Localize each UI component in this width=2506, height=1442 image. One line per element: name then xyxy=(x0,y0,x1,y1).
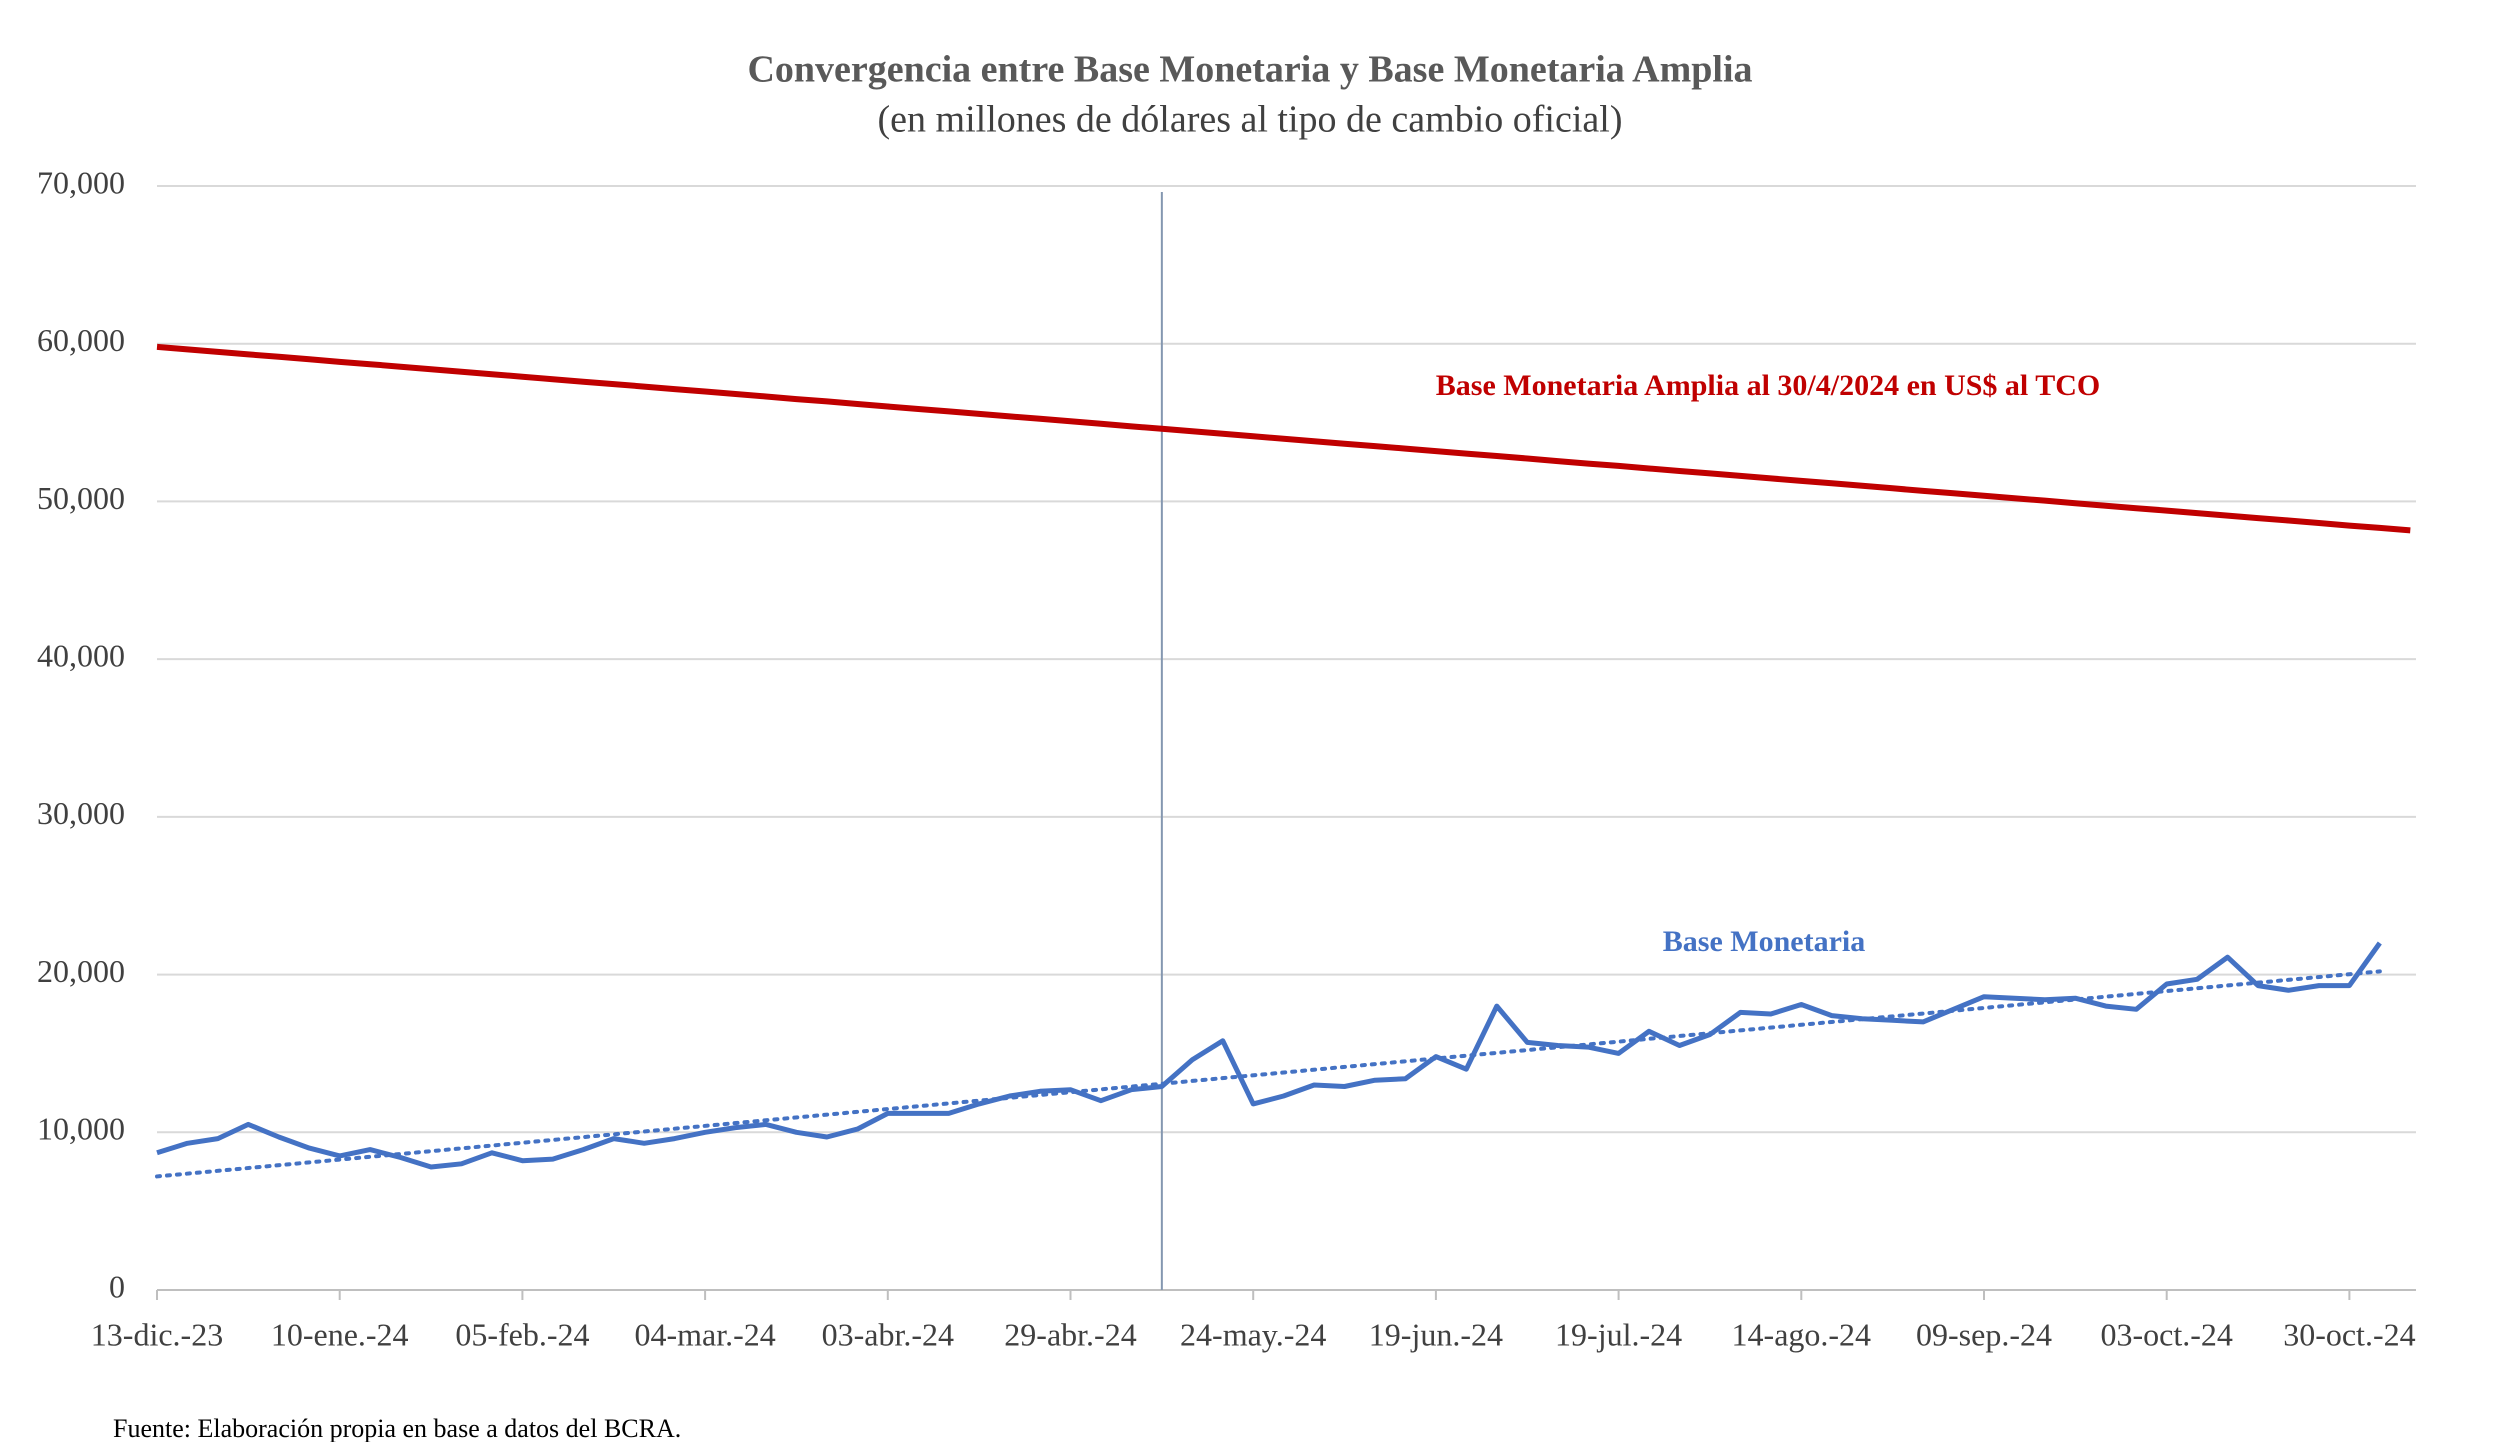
x-tick-label: 24-may.-24 xyxy=(1180,1316,1326,1352)
y-tick-label: 0 xyxy=(109,1268,125,1304)
y-tick-label: 60,000 xyxy=(37,322,125,358)
x-tick-label: 03-abr.-24 xyxy=(822,1316,954,1352)
y-tick-label: 40,000 xyxy=(37,637,125,673)
x-tick-label: 29-abr.-24 xyxy=(1004,1316,1136,1352)
y-tick-label: 20,000 xyxy=(37,953,125,989)
y-tick-label: 70,000 xyxy=(37,164,125,200)
series-line xyxy=(156,343,2411,534)
x-tick-label: 19-jun.-24 xyxy=(1369,1316,1503,1352)
x-tick-label: 13-dic.-23 xyxy=(91,1316,223,1352)
x-tick-label: 10-ene.-24 xyxy=(271,1316,409,1352)
x-tick-label: 19-jul.-24 xyxy=(1555,1316,1682,1352)
y-tick-label: 10,000 xyxy=(37,1111,125,1147)
x-tick-label: 05-feb.-24 xyxy=(455,1316,589,1352)
trend-line xyxy=(155,969,2382,1179)
series-label: Base Monetaria Amplia al 30/4/2024 en US… xyxy=(1436,369,2100,402)
chart-title: Convergencia entre Base Monetaria y Base… xyxy=(747,49,1752,91)
x-tick-label: 14-ago.-24 xyxy=(1732,1316,1872,1352)
y-tick-label: 50,000 xyxy=(37,480,125,516)
source-note: Fuente: Elaboración propia en base a dat… xyxy=(113,1414,681,1442)
chart-subtitle: (en millones de dólares al tipo de cambi… xyxy=(878,99,1623,141)
series-label: Base Monetaria xyxy=(1663,925,1865,958)
series-line xyxy=(156,941,2382,1170)
x-tick-label: 03-oct.-24 xyxy=(2100,1316,2232,1352)
x-tick-label: 09-sep.-24 xyxy=(1916,1316,2052,1352)
y-tick-label: 30,000 xyxy=(37,795,125,831)
x-tick-label: 04-mar.-24 xyxy=(634,1316,775,1352)
x-tick-label: 30-oct.-24 xyxy=(2283,1316,2415,1352)
